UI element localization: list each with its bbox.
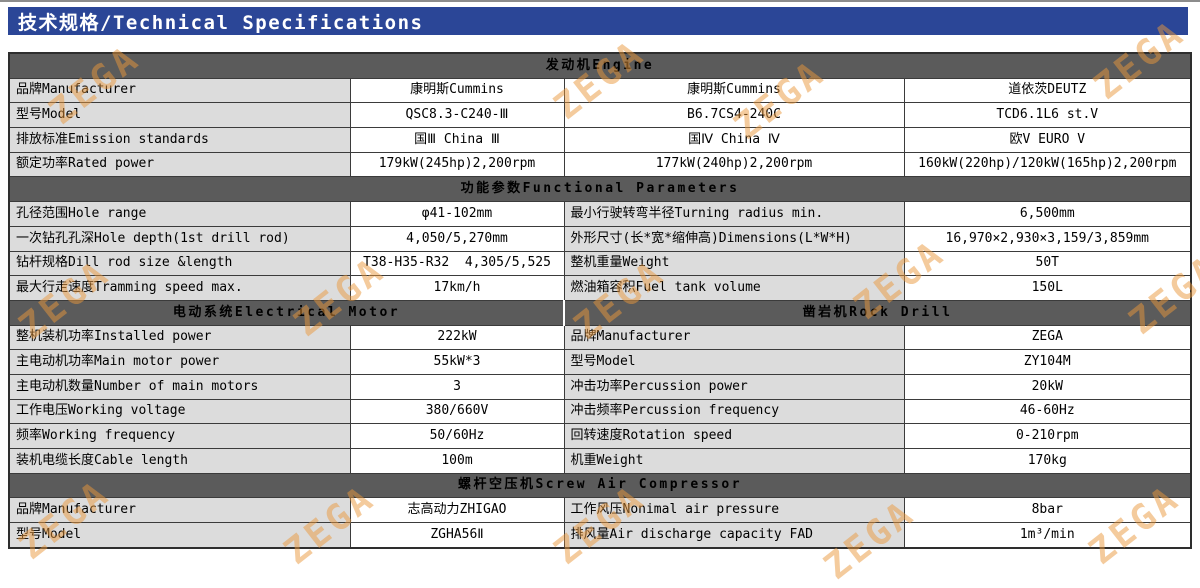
spec-table: 发动机Engine 品牌Manufacturer 康明斯Cummins 康明斯Cumm… xyxy=(8,52,1193,549)
spec-label-cell: 品牌Manufacturer xyxy=(8,77,351,104)
spec-label-cell: 装机电缆长度Cable length xyxy=(8,448,351,474)
spec-value-cell: 3 xyxy=(349,373,565,400)
table-row: 整机装机功率Installed power 222kW 品牌Manufacturer… xyxy=(8,324,1192,351)
spec-label-cell: 冲击功率Percussion power xyxy=(563,373,905,400)
spec-label-cell: 主电动机功率Main motor power xyxy=(8,349,351,375)
spec-value-cell: B6.7CS4-240C xyxy=(563,102,905,129)
table-row: 装机电缆长度Cable length 100m 机重Weight 170kg xyxy=(8,448,1192,474)
spec-value-cell: 46-60Hz xyxy=(903,398,1192,425)
spec-label-cell: 额定功率Rated power xyxy=(8,151,351,178)
spec-value-cell: 6,500mm xyxy=(903,201,1192,227)
page-title-bar: 技术规格/Technical Specifications xyxy=(8,7,1188,35)
spec-value-cell: 国Ⅳ China Ⅳ xyxy=(563,127,905,153)
table-row: 钻杆规格Dill rod size &length T38-H35-R32 4,3… xyxy=(8,250,1192,277)
table-row: 电动系统Electrical Motor 凿岩机Rock Drill xyxy=(8,299,1192,326)
spec-value-cell: 177kW(240hp)2,200rpm xyxy=(563,151,905,178)
section-header-cell: 发动机Engine xyxy=(8,52,1192,79)
spec-value-cell: ZGHA56Ⅱ xyxy=(349,522,565,549)
spec-value-cell: QSC8.3-C240-Ⅲ xyxy=(349,102,565,129)
spec-label-cell: 最大行走速度Tramming speed max. xyxy=(8,275,351,301)
spec-value-cell: 0-210rpm xyxy=(903,423,1192,449)
table-row: 最大行走速度Tramming speed max. 17km/h 燃油箱容积Fuel… xyxy=(8,275,1192,301)
spec-value-cell: 道依茨DEUTZ xyxy=(903,77,1192,104)
spec-label-cell: 整机重量Weight xyxy=(563,250,905,277)
table-row: 型号Model ZGHA56Ⅱ 排风量Air discharge capacity … xyxy=(8,522,1192,549)
spec-value-cell: 150L xyxy=(903,275,1192,301)
spec-value-cell: 222kW xyxy=(349,324,565,351)
spec-label-cell: 机重Weight xyxy=(563,448,905,474)
section-header-cell: 凿岩机Rock Drill xyxy=(562,299,1192,326)
section-header-cell: 螺杆空压机Screw Air Compressor xyxy=(8,472,1192,499)
spec-label-cell: 一次钻孔孔深Hole depth(1st drill rod) xyxy=(8,225,351,252)
table-row: 品牌Manufacturer 康明斯Cummins 康明斯Cummins 道依茨DEU… xyxy=(8,77,1192,104)
spec-value-cell: 380/660V xyxy=(349,398,565,425)
spec-value-cell: 170kg xyxy=(903,448,1192,474)
spec-value-cell: 160kW(220hp)/120kW(165hp)2,200rpm xyxy=(903,151,1192,178)
spec-label-cell: 整机装机功率Installed power xyxy=(8,324,351,351)
spec-value-cell: 20kW xyxy=(903,373,1192,400)
spec-label-cell: 型号Model xyxy=(8,522,351,549)
spec-value-cell: 志高动力ZHIGAO xyxy=(349,497,565,524)
spec-value-cell: 16,970×2,930×3,159/3,859mm xyxy=(903,225,1192,252)
table-row: 螺杆空压机Screw Air Compressor xyxy=(8,472,1192,499)
table-row: 型号Model QSC8.3-C240-Ⅲ B6.7CS4-240C TCD6.1L6… xyxy=(8,102,1192,129)
spec-value-cell: 康明斯Cummins xyxy=(349,77,565,104)
spec-value-cell: 50T xyxy=(903,250,1192,277)
spec-label-cell: 工作电压Working voltage xyxy=(8,398,351,425)
spec-value-cell: 欧V EURO V xyxy=(903,127,1192,153)
spec-value-cell: 50/60Hz xyxy=(349,423,565,449)
table-row: 排放标准Emission standards 国Ⅲ China Ⅲ 国Ⅳ China… xyxy=(8,127,1192,153)
table-row: 发动机Engine xyxy=(8,52,1192,79)
spec-label-cell: 孔径范围Hole range xyxy=(8,201,351,227)
spec-label-cell: 燃油箱容积Fuel tank volume xyxy=(563,275,905,301)
spec-value-cell: 55kW*3 xyxy=(349,349,565,375)
spec-value-cell: 4,050/5,270mm xyxy=(349,225,565,252)
spec-label-cell: 品牌Manufacturer xyxy=(8,497,351,524)
spec-label-cell: 型号Model xyxy=(8,102,351,129)
spec-value-cell: 康明斯Cummins xyxy=(563,77,905,104)
spec-value-cell: 1m³/min xyxy=(903,522,1192,549)
spec-label-cell: 回转速度Rotation speed xyxy=(563,423,905,449)
spec-label-cell: 工作风压Nonimal air pressure xyxy=(563,497,905,524)
table-row: 主电动机数量Number of main motors 3 冲击功率Percussi… xyxy=(8,373,1192,400)
spec-label-cell: 品牌Manufacturer xyxy=(563,324,905,351)
spec-label-cell: 排风量Air discharge capacity FAD xyxy=(563,522,905,549)
section-header-cell: 电动系统Electrical Motor xyxy=(8,299,565,326)
table-row: 额定功率Rated power 179kW(245hp)2,200rpm 177kW… xyxy=(8,151,1192,178)
spec-value-cell: ZY104M xyxy=(903,349,1192,375)
spec-value-cell: 100m xyxy=(349,448,565,474)
spec-value-cell: TCD6.1L6 st.V xyxy=(903,102,1192,129)
spec-label-cell: 频率Working frequency xyxy=(8,423,351,449)
table-row: 工作电压Working voltage 380/660V 冲击频率Percussio… xyxy=(8,398,1192,425)
spec-value-cell: φ41-102mm xyxy=(349,201,565,227)
table-row: 功能参数Functional Parameters xyxy=(8,176,1192,203)
spec-label-cell: 外形尺寸(长*宽*缩伸高)Dimensions(L*W*H) xyxy=(563,225,905,252)
spec-value-cell: 179kW(245hp)2,200rpm xyxy=(349,151,565,178)
spec-value-cell: 17km/h xyxy=(349,275,565,301)
spec-label-cell: 型号Model xyxy=(563,349,905,375)
page-top-edge xyxy=(0,0,1200,2)
table-row: 一次钻孔孔深Hole depth(1st drill rod) 4,050/5,2… xyxy=(8,225,1192,252)
spec-value-cell: 8bar xyxy=(903,497,1192,524)
spec-label-cell: 冲击频率Percussion frequency xyxy=(563,398,905,425)
table-row: 孔径范围Hole range φ41-102mm 最小行驶转弯半径Turning r… xyxy=(8,201,1192,227)
table-row: 品牌Manufacturer 志高动力ZHIGAO 工作风压Nonimal air … xyxy=(8,497,1192,524)
spec-label-cell: 主电动机数量Number of main motors xyxy=(8,373,351,400)
spec-label-cell: 排放标准Emission standards xyxy=(8,127,351,153)
spec-value-cell: ZEGA xyxy=(903,324,1192,351)
page-title: 技术规格/Technical Specifications xyxy=(18,11,424,34)
spec-value-cell: 国Ⅲ China Ⅲ xyxy=(349,127,565,153)
section-header-cell: 功能参数Functional Parameters xyxy=(8,176,1192,203)
table-row: 主电动机功率Main motor power 55kW*3 型号Model ZY104… xyxy=(8,349,1192,375)
spec-value-cell: T38-H35-R32 4,305/5,525 xyxy=(349,250,565,277)
spec-label-cell: 钻杆规格Dill rod size &length xyxy=(8,250,351,277)
table-row: 频率Working frequency 50/60Hz 回转速度Rotation s… xyxy=(8,423,1192,449)
spec-label-cell: 最小行驶转弯半径Turning radius min. xyxy=(563,201,905,227)
